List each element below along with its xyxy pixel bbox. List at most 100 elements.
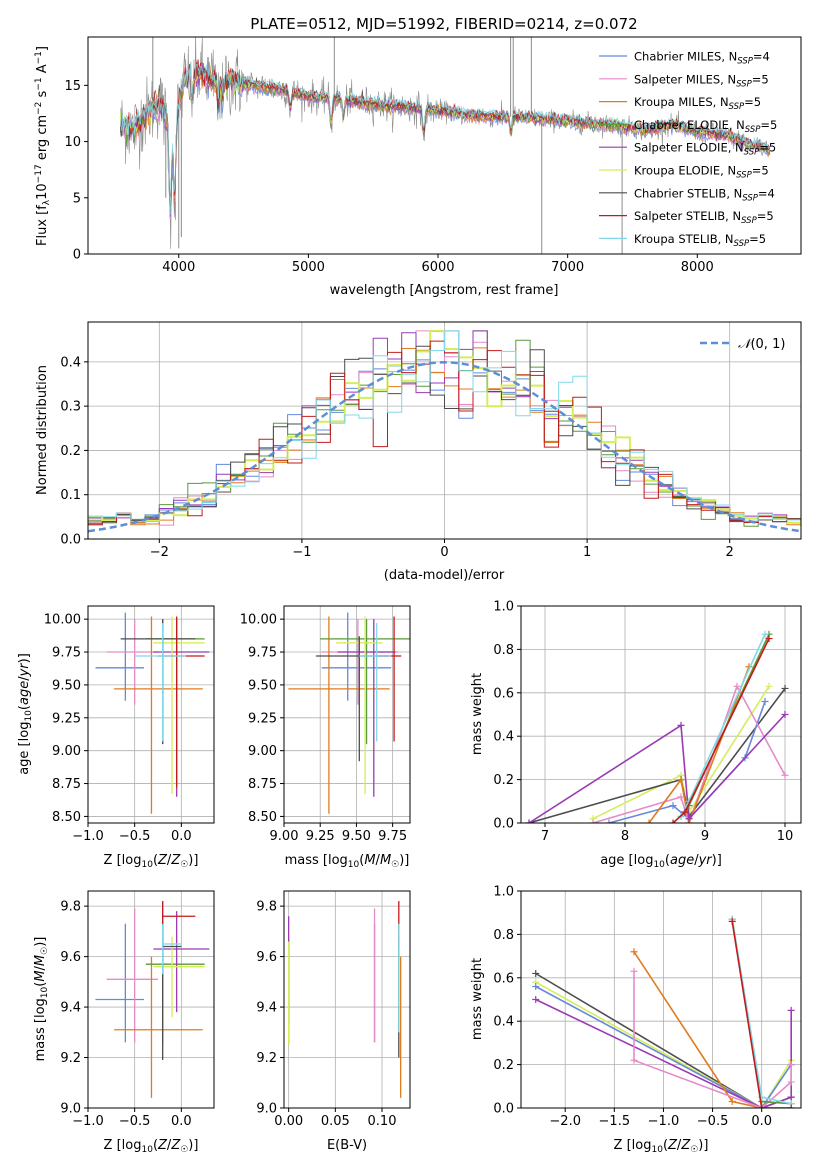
weight-line-krou_miles — [648, 666, 750, 823]
age-vs-mass-ytick-label: 9.25 — [248, 711, 277, 726]
mass-vs-ebv-ytick-label: 9.6 — [256, 950, 277, 965]
weight-marker-salp_elodie — [532, 996, 540, 1003]
weight-marker-salp_miles — [677, 793, 685, 801]
weight-vs-z-xtick-label: −0.5 — [697, 1114, 729, 1129]
weight-marker-salp_stelib — [758, 1104, 766, 1108]
mass-vs-ebv-xtick-label: 0.05 — [321, 1114, 350, 1129]
weight-vs-z-xlabel: Z [log10(Z/Z☉)] — [614, 1138, 709, 1155]
weight-marker-krou_miles — [677, 776, 685, 784]
age-vs-mass-xlabel: mass [log10(M/M☉)] — [285, 853, 410, 870]
residual-ytick-label: 0.0 — [60, 533, 81, 548]
mass-vs-ebv-ytick-label: 9.4 — [256, 1001, 277, 1016]
residual-plot — [88, 322, 801, 539]
age-vs-z-ytick-label: 9.00 — [52, 744, 81, 759]
weight-vs-z-xtick-label: −1.5 — [599, 1114, 631, 1129]
weight-marker-salp_miles — [589, 819, 597, 823]
spectrum-ytick-label: 0 — [73, 248, 81, 263]
residual-ytick-label: 0.2 — [60, 444, 81, 459]
mass-vs-z-ytick-label: 9.0 — [60, 1102, 81, 1117]
legend-label: Kroupa MILES, NSSP=5 — [634, 95, 761, 112]
spectrum-legend: Chabrier MILES, NSSP=4 Salpeter MILES, NS… — [599, 50, 777, 249]
spectrum-ylabel: Flux [fλ10−17 erg cm−2 s−1 A−1] — [34, 46, 52, 246]
mass-vs-z-frame — [87, 890, 215, 1109]
weight-vs-age-frame — [520, 605, 802, 824]
weight-vs-age-ylabel: mass weight — [470, 673, 485, 755]
spectrum-xtick-label: 6000 — [421, 260, 454, 275]
weight-marker-krou_stelib — [761, 630, 769, 638]
weight-vs-z-ylabel: mass weight — [470, 958, 485, 1040]
mass-vs-ebv-axes: 0.00 0.05 0.10 9.0 9.2 9.4 9.6 9.8 — [256, 900, 396, 1129]
residual-xtick-label: 0 — [440, 545, 448, 560]
residual-panel: −2 −1 0 1 2 0.0 0.1 0.2 0.3 0.4 (data-model)/erro… — [35, 321, 802, 583]
age-vs-mass-frame — [283, 605, 411, 824]
legend-label: Kroupa STELIB, NSSP=5 — [634, 232, 766, 249]
weight-vs-age-xlabel: age [log10(age/yr)] — [600, 853, 722, 870]
weight-marker-krou_miles — [728, 1097, 736, 1105]
weight-marker-salp_miles — [630, 1056, 638, 1064]
mass-vs-ebv-xlabel: E(B-V) — [327, 1138, 367, 1153]
weight-marker-salp_stelib — [787, 1104, 795, 1108]
weight-vs-z-plot — [521, 891, 801, 1108]
legend-label: Salpeter MILES, NSSP=5 — [634, 72, 769, 89]
spectrum-frame — [87, 36, 802, 255]
weight-vs-z-axes: −2.0 −1.5 −1.0 −0.5 0.0 0.0 0.2 0.4 0.6 0.8 1.0 — [493, 885, 772, 1130]
age-vs-z-ytick-label: 9.25 — [52, 711, 81, 726]
weight-vs-z-ytick-label: 0.4 — [493, 1015, 514, 1030]
mass-vs-z-xtick-label: −0.5 — [119, 1114, 151, 1129]
age-vs-z-ytick-label: 8.75 — [52, 777, 81, 792]
mass-vs-z-xlabel: Z [log10(Z/Z☉)] — [104, 1138, 199, 1155]
age-vs-z-ytick-label: 8.50 — [52, 810, 81, 825]
age-vs-z-axes: −1.0 −0.5 0.0 8.50 8.75 9.00 9.25 9.50 9.75 10.00 — [44, 613, 192, 844]
age-vs-z-xtick-label: −0.5 — [119, 829, 151, 844]
legend-label: Chabrier ELODIE, NSSP=5 — [634, 118, 777, 135]
age-vs-mass-axes: 9.00 9.25 9.50 9.75 8.50 8.75 9.00 9.25 9.50 9.75… — [240, 613, 407, 844]
weight-vs-z-panel: −2.0 −1.5 −1.0 −0.5 0.0 0.0 0.2 0.4 0.6 0.8 1.0 Z … — [470, 885, 802, 1155]
weight-marker-salp_miles — [630, 967, 638, 975]
weight-marker-krou_miles — [645, 819, 653, 823]
mass-vs-z-ytick-label: 9.2 — [60, 1051, 81, 1066]
weight-marker-salp_elodie — [781, 711, 789, 718]
weight-marker-salp_stelib — [728, 917, 736, 925]
weight-vs-z-xtick-label: −1.0 — [648, 1114, 680, 1129]
age-vs-z-ytick-label: 9.50 — [52, 678, 81, 693]
mass-vs-z-xtick-label: −1.0 — [72, 1114, 104, 1129]
age-vs-mass-panel: 9.00 9.25 9.50 9.75 8.50 8.75 9.00 9.25 9.50 9.75… — [240, 605, 411, 870]
mass-vs-z-xtick-label: 0.0 — [171, 1114, 192, 1129]
legend-label: Chabrier MILES, NSSP=4 — [634, 50, 770, 67]
spectrum-xtick-label: 8000 — [681, 260, 714, 275]
residual-xtick-label: −2 — [150, 545, 169, 560]
residual-xlabel: (data-model)/error — [384, 568, 505, 583]
mass-vs-z-axes: −1.0 −0.5 0.0 9.0 9.2 9.4 9.6 9.8 — [60, 900, 191, 1129]
age-vs-mass-xtick-label: 9.50 — [342, 829, 371, 844]
weight-marker-salp_stelib — [669, 819, 677, 823]
weight-marker-salp_miles — [781, 771, 789, 779]
residual-ytick-label: 0.3 — [60, 400, 81, 415]
weight-vs-z-frame — [520, 890, 802, 1109]
gauss-legend-label: 𝒩(0, 1) — [738, 337, 785, 352]
spectrum-axes: 4000 5000 6000 7000 8000 0 5 10 15 — [64, 79, 713, 275]
age-vs-z-frame — [87, 605, 215, 824]
age-vs-mass-ytick-label: 8.75 — [248, 777, 277, 792]
residual-xtick-label: −1 — [292, 545, 311, 560]
spectrum-model-krou_stelib — [120, 63, 771, 215]
spectrum-xtick-label: 4000 — [162, 260, 195, 275]
weight-vs-age-ytick-label: 0.2 — [493, 773, 514, 788]
spectrum-title: PLATE=0512, MJD=51992, FIBERID=0214, z=0… — [250, 15, 637, 33]
weight-marker-salp_elodie — [787, 1093, 795, 1101]
weight-vs-z-xtick-label: 0.0 — [751, 1114, 772, 1129]
age-vs-mass-xtick-label: 9.00 — [270, 829, 299, 844]
weight-line-salp_stelib — [731, 921, 792, 1108]
mass-vs-ebv-ytick-label: 9.8 — [256, 900, 277, 915]
weight-line-salp_elodie — [528, 713, 786, 823]
weight-vs-age-xtick-label: 10 — [777, 829, 794, 844]
age-vs-mass-ytick-label: 10.00 — [240, 613, 277, 628]
spectrum-xtick-label: 7000 — [551, 260, 584, 275]
spectrum-model-salp_stelib — [120, 59, 771, 198]
mass-vs-z-ytick-label: 9.8 — [60, 900, 81, 915]
mass-vs-z-ytick-label: 9.6 — [60, 950, 81, 965]
weight-marker-krou_miles — [630, 948, 638, 956]
weight-line-salp_miles — [592, 684, 786, 823]
spectrum-plot — [120, 37, 771, 254]
weight-line-krou_elodie — [535, 981, 792, 1108]
age-vs-mass-ytick-label: 8.50 — [248, 810, 277, 825]
